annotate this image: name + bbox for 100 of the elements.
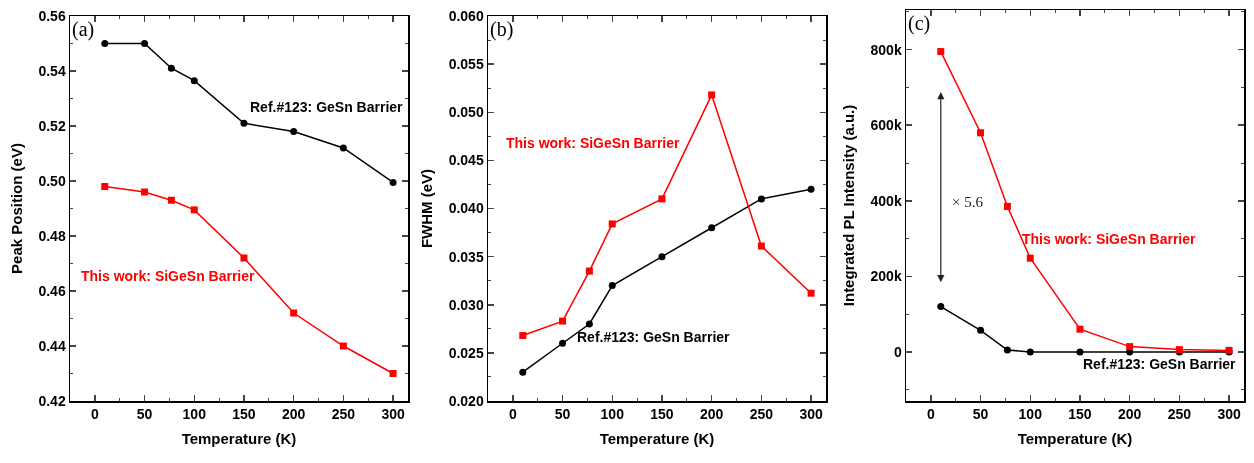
point [290, 309, 298, 317]
y-tick-label: 0.060 [448, 7, 484, 24]
point [190, 77, 198, 85]
point [585, 267, 593, 275]
point [977, 326, 985, 334]
x-tick-label: 250 [749, 406, 774, 423]
y-tick-label: 0.54 [38, 62, 66, 79]
y-tick-label: 0.52 [38, 117, 66, 134]
y-tick-label: 0.50 [38, 172, 66, 189]
point [290, 128, 298, 135]
y-tick-label: 200k [870, 268, 902, 285]
x-tick-label: 150 [232, 406, 256, 423]
point [608, 220, 616, 228]
point [937, 303, 945, 311]
annotation: (b) [490, 18, 514, 41]
point [807, 185, 815, 193]
x-tick-label: 0 [90, 406, 99, 423]
y-axis-title: FWHM (eV) [418, 168, 436, 249]
point [1003, 346, 1011, 354]
x-tick-label: 200 [700, 406, 724, 423]
point [240, 119, 248, 127]
y-tick-label: 0.035 [448, 248, 484, 265]
point [1126, 343, 1134, 351]
y-tick-label: 0.42 [38, 392, 66, 409]
point [167, 64, 175, 72]
point [757, 195, 765, 203]
point [389, 370, 397, 377]
annotation: (a) [72, 18, 95, 41]
x-tick-label: 50 [554, 406, 571, 423]
series-label: Ref.#123: GeSn Barrier [577, 329, 731, 345]
point [1076, 325, 1084, 333]
y-tick-label: 0.48 [38, 227, 66, 244]
point [167, 196, 175, 204]
x-tick-label: 0 [926, 406, 935, 423]
series-label: This work: SiGeSn Barrier [1022, 231, 1197, 247]
x-tick-label: 300 [381, 406, 405, 423]
point [658, 253, 666, 261]
point [389, 178, 397, 186]
y-tick-label: 0.46 [38, 282, 66, 299]
x-tick-label: 300 [799, 406, 823, 423]
point [1076, 348, 1084, 356]
y-tick-label: 0.44 [38, 337, 66, 354]
point [807, 289, 815, 297]
series-label: This work: SiGeSn Barrier [81, 268, 256, 284]
y-tick-label: 0.045 [448, 152, 484, 169]
series-label: Ref.#123: GeSn Barrier [1083, 356, 1237, 372]
y-tick-label: 0.025 [448, 344, 484, 361]
x-tick-label: 100 [600, 406, 625, 423]
y-tick-label: 600k [870, 117, 902, 134]
y-tick-label: 800k [870, 41, 902, 58]
point [519, 368, 527, 376]
point [977, 129, 985, 137]
x-tick-label: 150 [650, 406, 674, 423]
y-tick-label: 0.020 [448, 392, 484, 409]
point [658, 195, 666, 203]
point [240, 254, 248, 262]
x-tick-label: 250 [331, 406, 356, 423]
point [708, 91, 716, 99]
y-tick-label: 0.040 [448, 200, 484, 217]
y-tick-label: 0.030 [448, 296, 484, 313]
point [708, 224, 716, 232]
point [757, 242, 765, 250]
x-tick-label: 250 [1167, 406, 1192, 423]
annotation: × 5.6 [952, 194, 984, 210]
point [141, 40, 149, 47]
x-tick-label: 50 [972, 406, 989, 423]
series-label: Ref.#123: GeSn Barrier [250, 99, 404, 115]
point [559, 339, 567, 347]
y-tick-label: 0.050 [448, 104, 484, 121]
y-tick-label: 0 [893, 343, 902, 360]
point [141, 188, 149, 196]
point [585, 320, 593, 328]
point [519, 332, 527, 340]
x-tick-label: 50 [136, 406, 153, 423]
point [101, 40, 109, 47]
point [608, 282, 616, 289]
x-tick-label: 150 [1068, 406, 1092, 423]
y-tick-label: 400k [870, 192, 902, 209]
x-tick-label: 100 [1018, 406, 1043, 423]
point [339, 342, 347, 350]
x-tick-label: 200 [1118, 406, 1142, 423]
point [339, 144, 347, 152]
x-axis-title: Temperature (K) [1017, 430, 1133, 448]
annotation: (c) [908, 12, 931, 35]
x-tick-label: 0 [508, 406, 517, 423]
x-axis-title: Temperature (K) [181, 430, 297, 448]
point [559, 317, 567, 325]
x-tick-label: 300 [1217, 406, 1241, 423]
y-tick-label: 0.055 [448, 56, 484, 73]
point [190, 206, 198, 214]
y-axis-title: Peak Position (eV) [7, 143, 25, 274]
point [101, 183, 109, 190]
point [1026, 348, 1034, 356]
x-tick-label: 100 [182, 406, 207, 423]
point [937, 48, 945, 56]
point [1026, 254, 1034, 262]
y-axis-title: Integrated PL Intensity (a.u.) [840, 104, 858, 307]
series-label: This work: SiGeSn Barrier [506, 135, 681, 151]
x-tick-label: 200 [282, 406, 306, 423]
point [1003, 202, 1011, 210]
